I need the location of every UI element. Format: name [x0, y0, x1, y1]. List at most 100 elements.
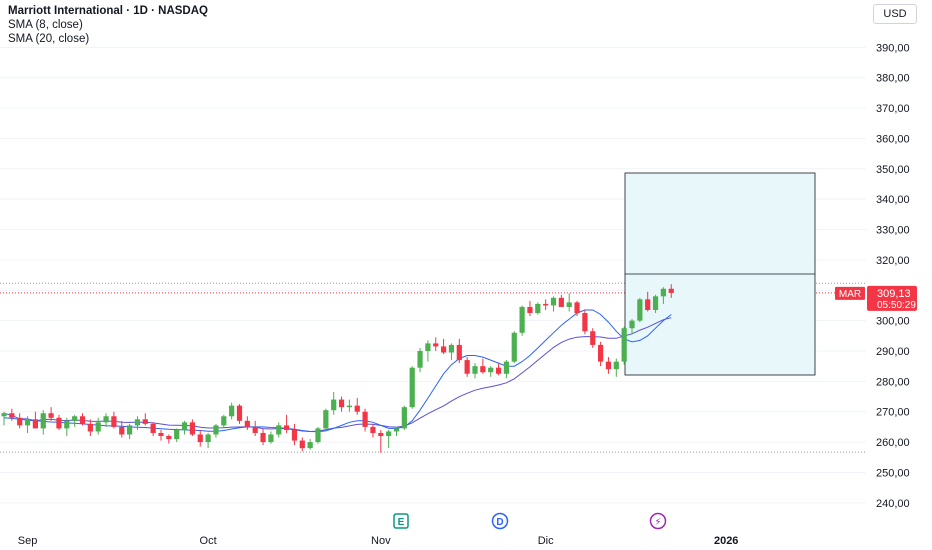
candle-body [503, 361, 509, 374]
price-tick-label: 390,00 [876, 42, 910, 54]
candle-body [244, 420, 250, 427]
candle [543, 299, 549, 310]
candle [503, 360, 509, 379]
candle-body [550, 297, 557, 306]
candle-body [574, 302, 580, 314]
candle [417, 347, 423, 373]
candle [17, 413, 23, 429]
candle-body [331, 399, 337, 411]
earnings-badge [393, 513, 409, 529]
candle-body [386, 431, 392, 437]
candle-body [268, 434, 274, 443]
candle [558, 294, 564, 307]
candle [72, 414, 78, 427]
candle [127, 423, 133, 440]
candle-body [229, 405, 235, 417]
candle [95, 417, 101, 435]
candle [284, 414, 290, 433]
candle [464, 357, 470, 377]
candle [425, 340, 431, 362]
candle [260, 428, 266, 446]
candle-body [323, 410, 329, 429]
earnings-icon[interactable]: E [393, 513, 409, 529]
candle-body [598, 344, 604, 362]
candle-body [433, 343, 439, 347]
candle-body [456, 344, 462, 361]
candle-body [621, 328, 627, 362]
price-tick-label: 360,00 [876, 133, 910, 145]
symbol-badge [835, 286, 865, 300]
split-label: ⚡ [654, 517, 661, 528]
candle [315, 426, 321, 444]
candle-body [535, 303, 541, 314]
chart-legend: Marriott International · 1D · NASDAQ SMA… [8, 4, 208, 46]
candle [189, 419, 195, 437]
candle-body [284, 425, 290, 430]
candle-body [527, 306, 533, 314]
candle-body [660, 288, 666, 297]
candle-body [87, 423, 93, 432]
sma20-legend[interactable]: SMA (20, close) [8, 33, 90, 45]
candle-body [362, 411, 368, 427]
candle [362, 408, 368, 432]
candle [244, 416, 250, 430]
candle-body [645, 299, 651, 310]
candle [229, 402, 235, 420]
candle-body [354, 405, 360, 412]
candle-body [40, 413, 46, 429]
price-tick-label: 250,00 [876, 467, 910, 479]
dividend-icon[interactable]: D [491, 512, 509, 530]
lightning-icon[interactable]: ⚡ [649, 512, 667, 530]
candle [213, 423, 219, 438]
price-badge [867, 285, 917, 311]
candlestick-series [1, 284, 674, 453]
candle [621, 326, 627, 365]
candle-body [9, 413, 15, 418]
candle-body [142, 419, 148, 424]
price-tick-label: 340,00 [876, 194, 910, 206]
candle-body [127, 425, 133, 435]
candle-body [480, 366, 486, 373]
symbol-title[interactable]: Marriott International · 1D · NASDAQ [8, 5, 208, 17]
candle-body [260, 432, 266, 443]
candle [472, 363, 478, 379]
candle-body [511, 332, 517, 362]
candle-body [472, 366, 478, 374]
candle [401, 405, 407, 430]
candle [205, 432, 211, 449]
candle-body [291, 429, 298, 441]
candle [1, 411, 7, 426]
candle [111, 411, 117, 429]
candle-body [558, 297, 564, 307]
candle-body [464, 360, 470, 374]
candle-body [166, 436, 172, 440]
candle-body [174, 429, 180, 440]
candle [652, 294, 659, 314]
candle-body [605, 361, 612, 370]
candle [527, 300, 533, 317]
candle [24, 416, 31, 433]
price-tick-label: 350,00 [876, 164, 910, 176]
currency-button[interactable]: USD [873, 4, 917, 24]
candle [409, 366, 415, 409]
sma8-line [3, 309, 672, 433]
candle [605, 357, 612, 374]
candle [660, 287, 666, 304]
candle [181, 420, 188, 435]
price-tick-label: 290,00 [876, 346, 910, 358]
earnings-label: E [398, 517, 405, 528]
candle-body [370, 426, 376, 433]
candle-body [48, 413, 54, 418]
candle [276, 422, 282, 438]
candle-body [79, 416, 86, 424]
symbol-badge-text: MAR [839, 289, 861, 300]
sma8-legend[interactable]: SMA (8, close) [8, 19, 83, 31]
price-tick-label: 280,00 [876, 376, 910, 388]
candle-body [582, 313, 588, 332]
candle-body [276, 425, 282, 435]
dividend-badge [491, 512, 509, 530]
candle [48, 407, 54, 421]
candle-body [417, 350, 423, 368]
